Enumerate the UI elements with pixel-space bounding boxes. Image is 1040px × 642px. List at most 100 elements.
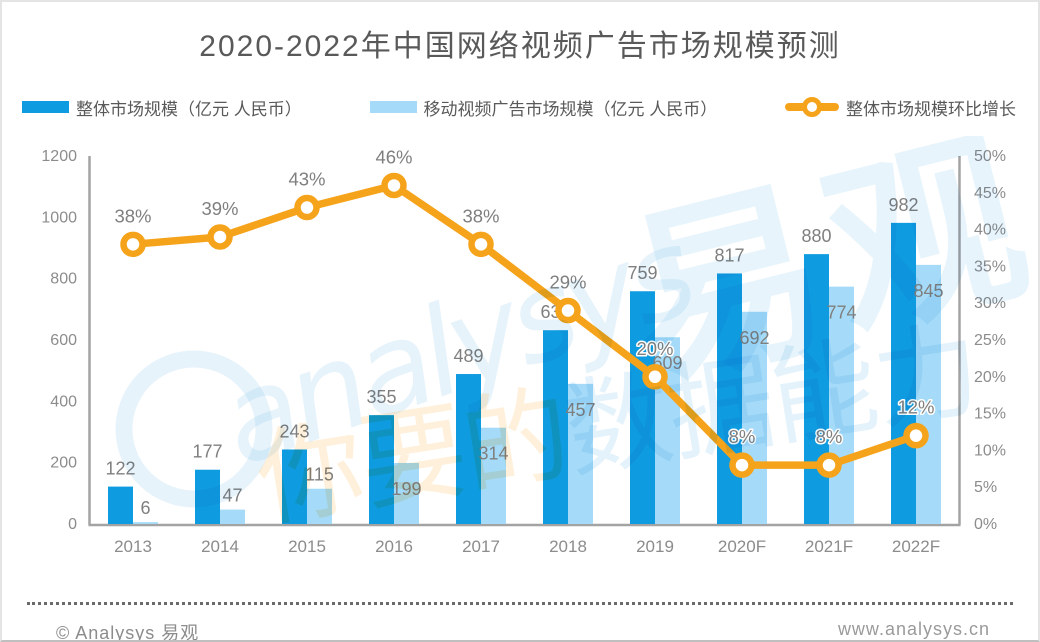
chart-area: 0 200 400 600 800 1000 1200 0% 5% 10% 15% 20% 25% 30%… (2, 136, 1038, 566)
bar-total-2016 (369, 415, 394, 524)
bar-total-2013 (108, 486, 133, 524)
bar-mobile-value-label: 47 (222, 486, 242, 506)
x-category-label: 2016 (375, 537, 413, 556)
growth-marker-2013 (120, 231, 146, 258)
footer: © Analysys 易观 www.analysys.cn (56, 619, 990, 642)
y-axis-right-tick-label: 15% (974, 406, 1006, 423)
combo-chart: 0 200 400 600 800 1000 1200 0% 5% 10% 15% 20% 25% 30%… (41, 145, 1006, 556)
y-axis-right-tick-label: 35% (974, 258, 1006, 275)
growth-value-label: 12% (897, 397, 934, 418)
y-axis-right-tick-label: 0% (974, 516, 997, 533)
bar-total-value-label: 177 (192, 442, 222, 462)
bar-mobile-value-label: 199 (391, 479, 421, 499)
legend-swatch-total-icon (22, 101, 69, 113)
bar-total-value-label: 759 (627, 263, 657, 283)
bar-total-2019 (630, 291, 655, 524)
bar-mobile-value-label: 845 (913, 281, 943, 301)
bar-mobile-2017 (481, 427, 506, 524)
growth-value-label: 38% (462, 205, 499, 226)
y-axis-left-tick-label: 0 (68, 516, 77, 533)
bar-mobile-2021F (829, 286, 854, 524)
bar-total-2014 (195, 469, 220, 524)
bar-total-2020F (717, 273, 742, 524)
bar-mobile-value-label: 774 (826, 303, 856, 323)
bar-total-2021F (804, 254, 829, 524)
growth-marker-2015 (294, 194, 320, 221)
growth-marker-2022F (903, 422, 929, 449)
y-axis-right-tick-label: 5% (974, 479, 997, 496)
legend-item-growth: 整体市场规模环比增长 (785, 95, 1016, 120)
x-category-label: 2014 (201, 537, 239, 556)
x-category-label: 2019 (636, 537, 674, 556)
legend-label-growth: 整体市场规模环比增长 (846, 99, 1016, 119)
legend-line-marker-icon (785, 97, 839, 117)
growth-marker-2021F (816, 452, 842, 478)
growth-value-label: 29% (549, 272, 586, 293)
bar-mobile-2016 (394, 462, 419, 524)
bar-total-value-label: 880 (801, 226, 831, 246)
bar-mobile-value-label: 314 (478, 444, 508, 464)
growth-value-label: 8% (729, 426, 756, 447)
bar-total-2015 (282, 449, 307, 524)
bar-mobile-value-label: 115 (305, 465, 334, 485)
y-axis-right-tick-label: 30% (974, 295, 1006, 312)
y-axis-right-tick-label: 20% (974, 369, 1006, 386)
copyright-text: © Analysys 易观 (56, 623, 200, 642)
bar-mobile-value-label: 6 (140, 498, 150, 518)
legend-item-mobile-market: 移动视频广告市场规模（亿元 人民币） (369, 95, 718, 120)
legend-swatch-mobile-icon (369, 101, 417, 113)
y-axis-left-tick-label: 200 (50, 455, 77, 472)
growth-value-label: 46% (375, 146, 412, 167)
y-axis-right-tick-label: 10% (974, 442, 1006, 459)
bar-total-value-label: 243 (279, 421, 309, 441)
growth-marker-2019 (642, 364, 668, 390)
growth-line (129, 181, 920, 469)
bar-mobile-2014 (220, 509, 245, 524)
bar-total-value-label: 982 (888, 195, 918, 215)
bar-mobile-2022F (916, 264, 941, 524)
y-axis-right-tick-label: 25% (974, 332, 1006, 349)
bar-total-value-label: 122 (105, 459, 135, 479)
legend-label-total: 整体市场规模（亿元 人民币） (76, 99, 302, 119)
website-text: www.analysys.cn (837, 619, 990, 639)
bar-total-2018 (543, 330, 568, 524)
x-category-label: 2022F (892, 537, 940, 556)
x-category-label: 2021F (805, 537, 853, 556)
x-category-label: 2018 (549, 537, 587, 556)
growth-value-label: 43% (288, 169, 325, 190)
bar-total-value-label: 489 (453, 346, 483, 366)
bar-total-value-label: 355 (366, 387, 396, 407)
y-axis-right-tick-label: 40% (974, 222, 1006, 239)
growth-marker-2018 (555, 297, 581, 324)
legend-item-total-market: 整体市场规模（亿元 人民币） (22, 95, 302, 120)
bar-mobile-2018 (568, 383, 593, 524)
chart-title: 2020-2022年中国网络视频广告市场规模预测 (199, 30, 841, 63)
y-axis-left-tick-label: 1000 (41, 209, 77, 226)
x-category-label: 2015 (288, 537, 326, 556)
growth-marker-2020F (729, 452, 755, 478)
bar-total-2017 (456, 374, 481, 524)
bar-total-value-label: 817 (714, 245, 744, 265)
bar-mobile-value-label: 692 (739, 328, 769, 348)
growth-marker-2017 (468, 231, 494, 258)
bar-mobile-2020F (742, 311, 767, 524)
bar-mobile-2015 (307, 488, 332, 524)
growth-value-label: 38% (114, 205, 151, 226)
y-axis-right-tick-label: 45% (974, 185, 1006, 202)
y-axis-left-tick-label: 400 (50, 393, 77, 410)
growth-marker-2016 (381, 172, 407, 199)
x-category-label: 2020F (718, 537, 766, 556)
y-axis-left-tick-label: 1200 (41, 148, 77, 165)
growth-value-label: 20% (636, 338, 673, 359)
growth-value-label: 39% (201, 198, 238, 219)
y-axis-right-tick-label: 50% (974, 148, 1006, 165)
legend-label-mobile: 移动视频广告市场规模（亿元 人民币） (423, 99, 718, 119)
bar-mobile-2013 (133, 522, 158, 524)
x-category-label: 2017 (462, 537, 500, 556)
growth-value-label: 8% (816, 426, 843, 447)
x-category-label: 2013 (114, 537, 152, 556)
y-axis-left-tick-label: 600 (50, 332, 77, 349)
legend: 整体市场规模（亿元 人民币） 移动视频广告市场规模（亿元 人民币） 整体市场规模… (22, 95, 1016, 120)
bar-total-2022F (891, 222, 916, 524)
